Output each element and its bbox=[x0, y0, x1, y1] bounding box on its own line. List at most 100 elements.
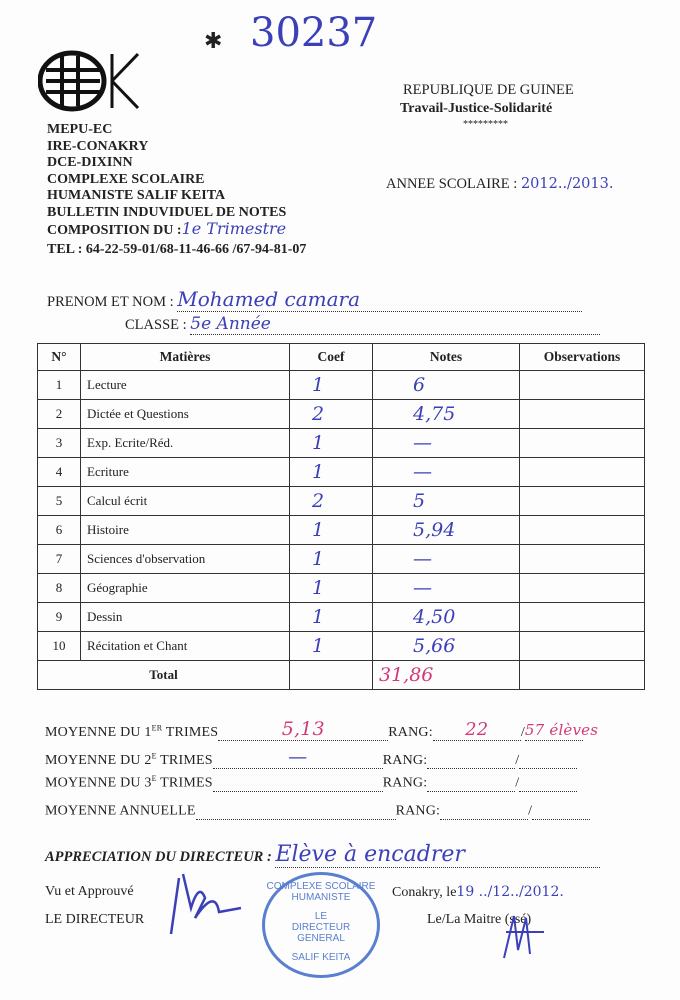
average-label-suffix: TRIMES bbox=[162, 725, 219, 740]
row-coef: 1 bbox=[289, 573, 373, 603]
school-year-value: 2012../2013. bbox=[520, 176, 614, 192]
serial-number: 30237 bbox=[250, 10, 378, 56]
row-coef: 1 bbox=[289, 457, 373, 487]
appreciation-line: APPRECIATION DU DIRECTEUR : Elève à enca… bbox=[45, 842, 601, 868]
row-observation bbox=[519, 428, 645, 458]
header-line: COMPLEXE SCOLAIRE bbox=[47, 171, 205, 187]
table-row: 10 Récitation et Chant 1 5,66 bbox=[37, 631, 645, 661]
telephone: TEL : 64-22-59-01/68-11-46-66 /67-94-81-… bbox=[47, 241, 307, 257]
row-observation bbox=[519, 631, 645, 661]
teacher-signature bbox=[503, 915, 544, 959]
appreciation-value: Elève à encadrer bbox=[275, 842, 601, 868]
average-sup: E bbox=[151, 751, 157, 761]
composition-label: COMPOSITION DU : bbox=[47, 223, 182, 238]
header-observations: Observations bbox=[519, 343, 645, 371]
row-coef: 1 bbox=[289, 515, 373, 545]
row-number: 8 bbox=[37, 573, 81, 603]
header-subject: Matières bbox=[80, 343, 290, 371]
average-line: MOYENNE DU 3E TRIMES RANG: / bbox=[45, 774, 578, 792]
row-subject: Ecriture bbox=[80, 457, 290, 487]
row-note: 4,75 bbox=[372, 399, 520, 429]
row-subject: Exp. Ecrite/Réd. bbox=[80, 428, 290, 458]
table-row: 2 Dictée et Questions 2 4,75 bbox=[37, 399, 645, 429]
table-row: 6 Histoire 1 5,94 bbox=[37, 515, 645, 545]
row-number: 10 bbox=[37, 631, 81, 661]
row-coef: 2 bbox=[289, 399, 373, 429]
header-notes: Notes bbox=[372, 343, 520, 371]
class-value: 5e Année bbox=[190, 314, 601, 335]
name-label: PRENOM ET NOM : bbox=[47, 294, 174, 310]
row-subject: Dictée et Questions bbox=[80, 399, 290, 429]
table-row: 7 Sciences d'observation 1— bbox=[37, 544, 645, 574]
stamp-text: DIRECTEUR bbox=[291, 922, 351, 933]
row-observation bbox=[519, 544, 645, 574]
header-line: HUMANISTE SALIF KEITA bbox=[47, 188, 226, 203]
stamp-text: LE bbox=[314, 911, 328, 922]
rang-value: 22 bbox=[465, 719, 489, 740]
row-number: 2 bbox=[37, 399, 81, 429]
row-coef: 1 bbox=[289, 602, 373, 632]
total-value: 31,86 bbox=[372, 660, 520, 690]
stars: ********* bbox=[463, 119, 508, 130]
table-row: 5 Calcul écrit 2 5 bbox=[37, 486, 645, 516]
header-left: MEPU-EC IRE-CONAKRY DCE-DIXINN COMPLEXE … bbox=[47, 122, 306, 258]
average-label: MOYENNE DU 1 bbox=[45, 725, 152, 740]
rang-label: RANG: bbox=[388, 725, 433, 740]
row-subject: Lecture bbox=[80, 370, 290, 400]
average-label-suffix: TRIMES bbox=[156, 753, 213, 768]
table-row: 4 Ecriture 1— bbox=[37, 457, 645, 487]
row-note: 6 bbox=[372, 370, 520, 400]
row-observation bbox=[519, 602, 645, 632]
average-label-suffix: TRIMES bbox=[156, 775, 213, 791]
row-observation bbox=[519, 457, 645, 487]
stamp-text: GENERAL bbox=[297, 933, 345, 944]
school-year: ANNEE SCOLAIRE : 2012../2013. bbox=[386, 176, 613, 193]
total-obs bbox=[519, 660, 645, 690]
rang-label: RANG: bbox=[382, 775, 428, 791]
average-label: MOYENNE ANNUELLE bbox=[45, 803, 196, 819]
header-line: BULLETIN INDUVIDUEL DE NOTES bbox=[47, 204, 287, 220]
row-note: — bbox=[372, 573, 520, 603]
teacher-label: Le/La Maitre (ssé) bbox=[427, 912, 532, 927]
average-line: MOYENNE DU 1ER TRIMES 5,13 RANG: 22/57 élèv… bbox=[45, 718, 599, 741]
date-value: 19 ../12../2012. bbox=[456, 884, 564, 900]
class-label: CLASSE : bbox=[125, 317, 187, 333]
ink-blot: ✱ bbox=[204, 28, 223, 53]
row-note: — bbox=[372, 457, 520, 487]
le-directeur: LE DIRECTEUR bbox=[45, 912, 145, 927]
row-number: 3 bbox=[37, 428, 81, 458]
row-number: 1 bbox=[37, 370, 81, 400]
row-number: 5 bbox=[37, 486, 81, 516]
rang-label: RANG: bbox=[382, 753, 428, 768]
school-stamp: COMPLEXE SCOLAIRE HUMANISTE LE DIRECTEUR… bbox=[262, 872, 380, 978]
row-observation bbox=[519, 486, 645, 516]
header-number: N° bbox=[37, 343, 81, 371]
motto: Travail-Justice-Solidarité bbox=[400, 101, 553, 116]
row-number: 6 bbox=[37, 515, 81, 545]
average-label: MOYENNE DU 3 bbox=[45, 775, 152, 791]
total-coef bbox=[289, 660, 373, 690]
total-row: Total 31,86 bbox=[37, 660, 645, 690]
row-note: — bbox=[372, 544, 520, 574]
row-note: 5,66 bbox=[372, 631, 520, 661]
row-subject: Récitation et Chant bbox=[80, 631, 290, 661]
vu-approuve: Vu et Approuvé bbox=[45, 884, 134, 899]
appreciation-label: APPRECIATION DU DIRECTEUR : bbox=[45, 849, 272, 865]
composition-value: 1e Trimestre bbox=[181, 219, 287, 238]
school-logo bbox=[38, 50, 140, 112]
stamp-text: COMPLEXE SCOLAIRE HUMANISTE bbox=[266, 881, 376, 903]
row-coef: 1 bbox=[289, 544, 373, 574]
row-subject: Sciences d'observation bbox=[80, 544, 290, 574]
average-sup: E bbox=[151, 774, 157, 783]
average-line: MOYENNE ANNUELLE RANG: / bbox=[45, 802, 591, 820]
stamp-text: SALIF KEITA bbox=[291, 952, 351, 963]
average-value: 5,13 bbox=[281, 718, 325, 740]
row-observation bbox=[519, 573, 645, 603]
row-note: 4,50 bbox=[372, 602, 520, 632]
row-number: 4 bbox=[37, 457, 81, 487]
row-note: — bbox=[372, 428, 520, 458]
total-label: Total bbox=[37, 660, 290, 690]
name-value: Mohamed camara bbox=[177, 287, 583, 312]
rang-label: RANG: bbox=[395, 803, 441, 819]
row-subject: Histoire bbox=[80, 515, 290, 545]
